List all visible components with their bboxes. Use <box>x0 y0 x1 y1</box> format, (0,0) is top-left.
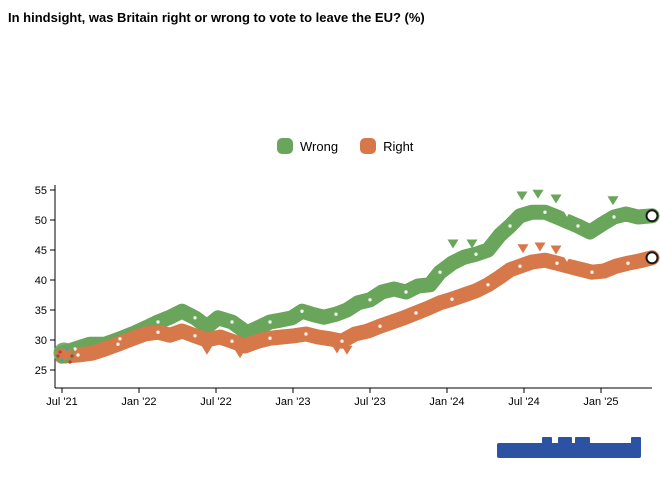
logo-ascender-icon <box>558 437 572 445</box>
svg-text:Jul '23: Jul '23 <box>354 396 385 408</box>
svg-text:35: 35 <box>35 305 47 317</box>
logo-bar <box>497 443 641 458</box>
svg-text:50: 50 <box>35 215 47 227</box>
legend: Wrong Right <box>277 138 413 154</box>
axes: 25 30 35 40 45 50 55 Jul '21 Jan '22 Jul '22 Jan '… <box>35 185 652 408</box>
svg-text:Jan '24: Jan '24 <box>429 396 464 408</box>
svg-text:40: 40 <box>35 275 47 287</box>
chart-title: In hindsight, was Britain right or wrong… <box>8 10 425 25</box>
logo-ascender-icon <box>542 437 552 445</box>
svg-text:Jul '22: Jul '22 <box>200 396 231 408</box>
endpoint-markers <box>645 209 659 265</box>
svg-text:Jul '21: Jul '21 <box>46 396 77 408</box>
svg-text:Jan '25: Jan '25 <box>583 396 618 408</box>
logo-ascender-icon <box>631 437 641 445</box>
legend-item-right: Right <box>360 138 413 154</box>
legend-item-wrong: Wrong <box>277 138 338 154</box>
svg-text:45: 45 <box>35 245 47 257</box>
data-point-dots <box>73 210 654 357</box>
brand-logo <box>497 437 647 459</box>
logo-ascender-icon <box>575 437 590 445</box>
legend-swatch-orange <box>360 138 377 154</box>
svg-text:55: 55 <box>35 185 47 197</box>
svg-text:Jan '22: Jan '22 <box>121 396 156 408</box>
legend-swatch-green <box>277 138 293 154</box>
series-bands <box>54 204 660 364</box>
svg-text:25: 25 <box>35 365 47 377</box>
svg-text:Jan '23: Jan '23 <box>275 396 310 408</box>
series-start-marker <box>53 342 75 364</box>
svg-text:Jul '24: Jul '24 <box>508 396 539 408</box>
triangle-markers <box>201 189 619 359</box>
legend-label-right: Right <box>383 138 414 154</box>
svg-text:30: 30 <box>35 335 47 347</box>
legend-label-wrong: Wrong <box>300 138 339 154</box>
